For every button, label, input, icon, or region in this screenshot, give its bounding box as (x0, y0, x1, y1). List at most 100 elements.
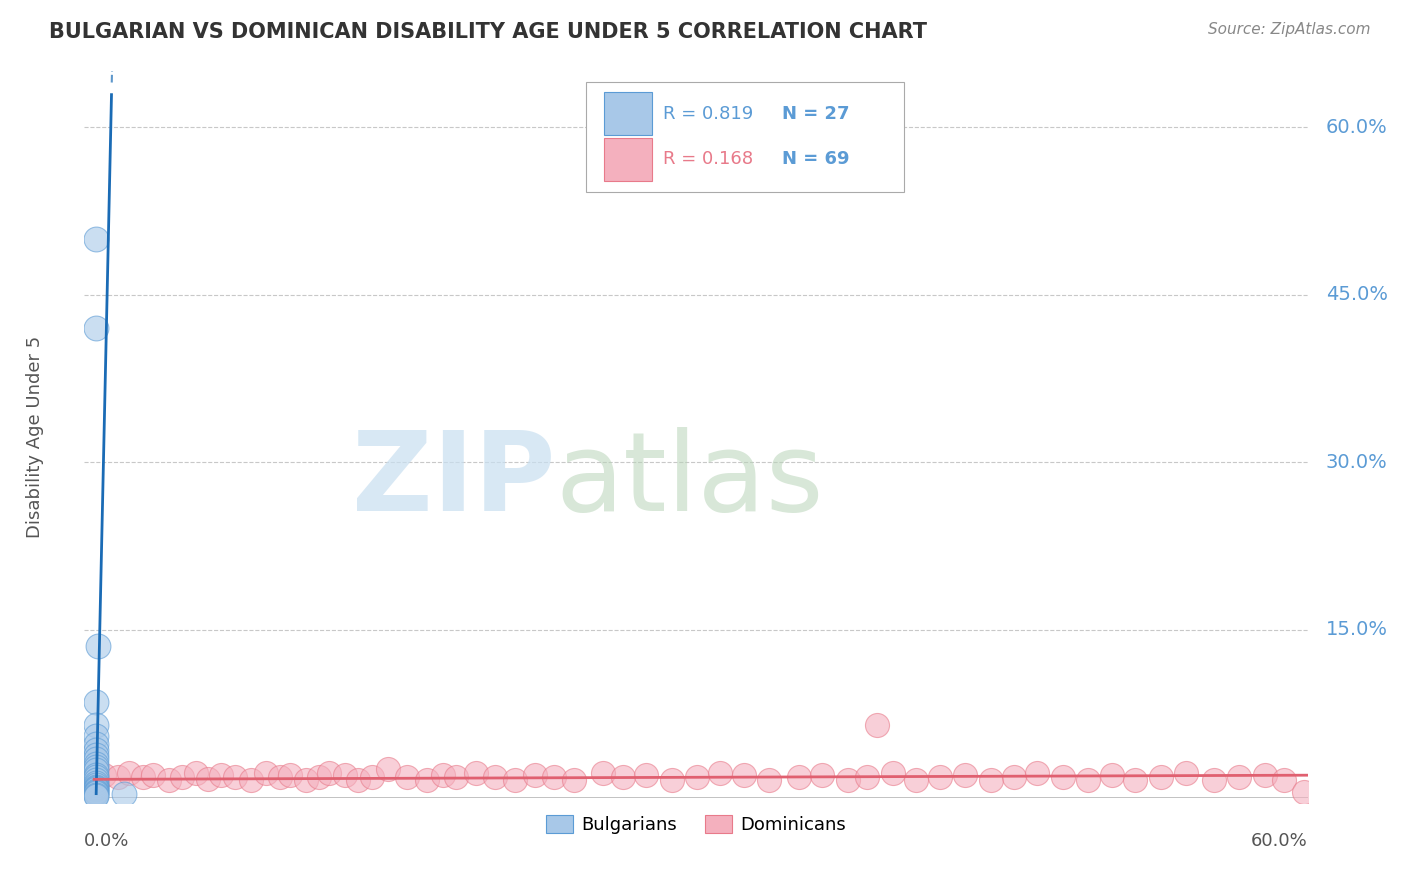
Point (432, 768, 454, 782)
Point (1101, 768, 1123, 782)
Point (1253, 768, 1275, 782)
Point (416, 773, 439, 788)
Point (224, 770, 246, 784)
Text: BULGARIAN VS DOMINICAN DISABILITY AGE UNDER 5 CORRELATION CHART: BULGARIAN VS DOMINICAN DISABILITY AGE UN… (49, 22, 927, 42)
Point (84, 773, 107, 788)
Text: R = 0.168: R = 0.168 (664, 150, 754, 168)
Point (444, 770, 467, 784)
Point (856, 770, 879, 784)
Text: N = 69: N = 69 (782, 150, 849, 168)
Point (1125, 773, 1147, 788)
Point (1227, 770, 1250, 784)
Point (107, 770, 129, 784)
Point (118, 765, 141, 780)
Point (396, 770, 419, 784)
Point (84, 784, 107, 798)
Point (787, 770, 810, 784)
Point (464, 765, 486, 780)
Point (84, 760, 107, 774)
Point (84, 743, 107, 757)
Point (84, 770, 107, 784)
Point (239, 773, 262, 788)
Point (733, 768, 755, 782)
FancyBboxPatch shape (605, 137, 652, 181)
Point (1026, 765, 1049, 780)
Point (928, 770, 950, 784)
Point (84, 756, 107, 771)
Point (172, 770, 194, 784)
Point (84, 695, 107, 709)
FancyBboxPatch shape (605, 92, 652, 136)
Point (503, 773, 526, 788)
Point (84, 783, 107, 797)
Point (294, 773, 316, 788)
Point (132, 770, 155, 784)
Point (84, 786, 107, 800)
Point (592, 765, 614, 780)
Text: 60.0%: 60.0% (1326, 118, 1388, 136)
Point (709, 765, 731, 780)
Text: N = 27: N = 27 (782, 104, 849, 123)
Point (84, 737, 107, 751)
Point (84, 788, 107, 802)
Point (484, 770, 506, 784)
Legend: Bulgarians, Dominicans: Bulgarians, Dominicans (538, 807, 853, 841)
Point (84, 729, 107, 743)
Point (112, 787, 135, 801)
Point (184, 765, 207, 780)
FancyBboxPatch shape (586, 82, 904, 192)
Point (93, 768, 115, 782)
Text: 45.0%: 45.0% (1326, 285, 1388, 304)
Point (758, 773, 780, 788)
Point (333, 768, 356, 782)
Point (269, 770, 291, 784)
Point (142, 768, 165, 782)
Text: Disability Age Under 5: Disability Age Under 5 (27, 336, 45, 538)
Point (84, 789, 107, 803)
Point (347, 773, 370, 788)
Text: 0.0%: 0.0% (84, 832, 129, 850)
Point (523, 768, 546, 782)
Point (543, 770, 565, 784)
Point (84, 321, 107, 335)
Point (84, 747, 107, 762)
Point (157, 773, 180, 788)
Point (197, 772, 219, 787)
Point (84, 764, 107, 778)
Point (84, 752, 107, 766)
Point (612, 770, 634, 784)
Point (1052, 770, 1074, 784)
Point (308, 770, 330, 784)
Point (837, 773, 859, 788)
Point (209, 768, 232, 782)
Point (1272, 773, 1295, 788)
Point (1175, 765, 1198, 780)
Point (811, 768, 834, 782)
Point (953, 768, 976, 782)
Point (661, 773, 683, 788)
Point (84, 768, 107, 782)
Point (87, 640, 110, 654)
Point (1002, 770, 1025, 784)
Point (84, 778, 107, 792)
Text: 15.0%: 15.0% (1326, 620, 1388, 640)
Point (866, 717, 889, 731)
Point (636, 768, 658, 782)
Point (1150, 770, 1173, 784)
Point (686, 770, 709, 784)
Point (1292, 784, 1315, 798)
Point (377, 762, 399, 776)
Point (84, 782, 107, 797)
Point (882, 765, 904, 780)
Text: Source: ZipAtlas.com: Source: ZipAtlas.com (1208, 22, 1371, 37)
Text: ZIP: ZIP (352, 427, 555, 534)
Text: 30.0%: 30.0% (1326, 453, 1388, 472)
Point (361, 770, 384, 784)
Point (979, 773, 1001, 788)
Point (84, 780, 107, 794)
Point (562, 773, 585, 788)
Point (278, 768, 301, 782)
Point (84, 775, 107, 789)
Point (1202, 773, 1225, 788)
Point (1077, 773, 1099, 788)
